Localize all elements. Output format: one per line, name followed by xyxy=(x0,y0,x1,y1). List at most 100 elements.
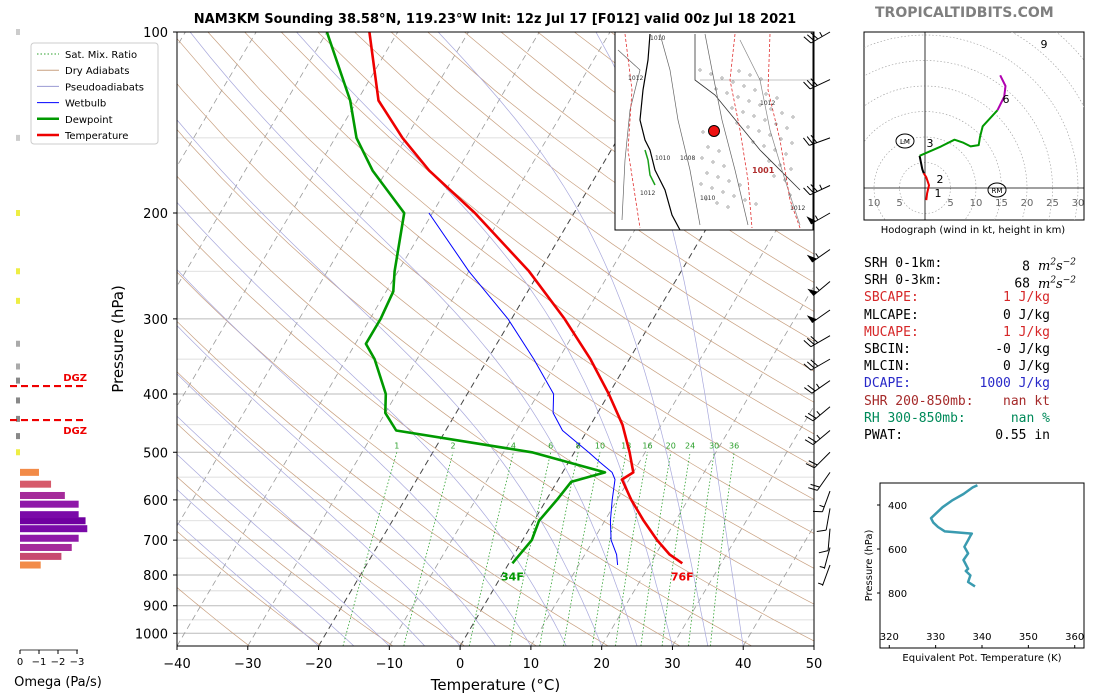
theta-e-line xyxy=(929,484,978,588)
barb-full xyxy=(810,336,819,344)
dgz-label: DGZ xyxy=(63,373,87,384)
barb-full xyxy=(808,487,818,491)
map-low-label: 1001 xyxy=(752,166,775,175)
theta-e-x-tick-label: 360 xyxy=(1065,632,1084,643)
map-terrain-mark xyxy=(741,110,745,114)
omega-panel: DGZ DGZ 0 −1 −2 −3 Omega (Pa/s) xyxy=(10,29,102,690)
barb-full xyxy=(806,338,815,346)
y-tick-label: 600 xyxy=(143,494,168,509)
mixing-ratio-label: 24 xyxy=(685,441,695,450)
wind-barb xyxy=(818,528,831,554)
y-tick-label: 500 xyxy=(143,446,168,461)
wind-barb xyxy=(806,309,831,324)
barb-half xyxy=(814,215,819,221)
map-precip xyxy=(644,149,656,186)
omega-minor-bar xyxy=(16,340,20,347)
map-state-border xyxy=(694,34,801,191)
map-terrain-mark xyxy=(775,96,779,100)
dry-adiabat xyxy=(177,320,609,646)
x-axis-label: Temperature (°C) xyxy=(430,676,560,694)
barb-flag xyxy=(807,288,818,296)
map-terrain-mark xyxy=(715,201,719,205)
mixing-ratio-line xyxy=(591,452,627,646)
barb-staff xyxy=(823,547,831,569)
hodograph-height-label: 3 xyxy=(927,137,934,150)
wind-barb xyxy=(803,78,831,90)
hodograph-ring-label: 15 xyxy=(995,198,1008,209)
dry-adiabat xyxy=(177,587,250,646)
left-mover-marker xyxy=(895,133,915,149)
barb-full xyxy=(806,79,815,88)
index-row: MLCAPE: 0 J/kg xyxy=(864,307,1090,324)
map-terrain-mark xyxy=(699,182,703,186)
index-value: 0 J/kg xyxy=(1003,359,1050,375)
dry-adiabat xyxy=(354,32,814,372)
mixing-ratio-label: 36 xyxy=(729,441,739,450)
mixing-ratio-line xyxy=(509,452,552,646)
barb-full xyxy=(810,359,819,367)
omega-bar xyxy=(20,517,86,525)
x-tick-label: −40 xyxy=(163,657,190,672)
barb-flag xyxy=(806,315,817,323)
wind-barb xyxy=(817,564,831,586)
wind-barb xyxy=(819,547,831,569)
wind-barb xyxy=(803,184,831,196)
wind-barb xyxy=(816,508,831,532)
index-value: 68 m2s−2 xyxy=(1014,275,1076,292)
index-label: SHR 200-850mb: xyxy=(864,393,974,409)
right-mover-marker xyxy=(987,182,1007,198)
map-terrain-mark xyxy=(769,107,773,111)
barb-half xyxy=(816,410,821,416)
hodograph-height-label: 6 xyxy=(1003,93,1010,106)
index-value: 0.55 in xyxy=(995,427,1050,443)
index-label: SRH 0-1km: xyxy=(864,256,943,271)
x-tick-label: 40 xyxy=(735,657,752,672)
barb-full xyxy=(803,81,811,90)
y-tick-label: 400 xyxy=(143,388,168,403)
theta-e-y-tick-label: 800 xyxy=(888,589,907,600)
index-label: SRH 0-3km: xyxy=(864,273,943,289)
hodograph-ring-label: 25 xyxy=(1046,198,1059,209)
omega-bar xyxy=(20,500,79,508)
map-terrain-mark xyxy=(768,133,772,137)
barb-full xyxy=(810,134,818,143)
map-contour-label: 1012 xyxy=(760,100,775,107)
omega-tick-label: −3 xyxy=(70,657,85,668)
index-value: 1 J/kg xyxy=(1003,290,1050,306)
barb-staff xyxy=(816,472,831,491)
x-tick-label: 0 xyxy=(456,657,464,672)
map-terrain-mark xyxy=(748,73,752,77)
map-terrain-mark xyxy=(732,194,736,198)
omega-minor-bar xyxy=(16,415,20,422)
mixing-ratio-label: 20 xyxy=(666,441,676,450)
wind-barb xyxy=(805,451,831,469)
dry-adiabat xyxy=(464,32,814,283)
surface-dewpoint-label: 34F xyxy=(501,570,524,583)
map-terrain-mark xyxy=(735,121,739,125)
map-terrain-mark xyxy=(730,106,734,110)
y-tick-label: 100 xyxy=(143,26,168,41)
barb-half xyxy=(815,253,819,258)
map-terrain-mark xyxy=(704,197,708,201)
legend: Sat. Mix. Ratio Dry Adiabats Pseudoadiabat… xyxy=(30,42,159,145)
index-row: SBCIN: -0 J/kg xyxy=(864,341,1090,358)
barb-flag xyxy=(806,254,817,263)
mixing-ratio-label: 16 xyxy=(642,441,652,450)
theta-e-y-tick-label: 400 xyxy=(888,501,907,512)
map-terrain-mark xyxy=(714,87,718,91)
dry-adiabat xyxy=(177,83,814,569)
dry-adiabat xyxy=(177,371,537,646)
map-terrain-mark xyxy=(785,126,789,130)
theta-e-panel: 400 600 800 320 330 340 350 360 Equivalent Pot. … xyxy=(864,482,1085,664)
map-terrain-mark xyxy=(788,193,792,197)
barb-full xyxy=(807,412,817,419)
hodograph: 105510152025303512369LMRMHodograph (wind… xyxy=(863,31,1085,236)
map-terrain-mark xyxy=(746,125,750,129)
wind-barbs xyxy=(803,31,831,586)
theta-e-frame xyxy=(879,482,1085,649)
index-row: SBCAPE: 1 J/kg xyxy=(864,289,1090,306)
map-terrain-mark xyxy=(720,76,724,80)
map-terrain-mark xyxy=(753,88,757,92)
omega-bar xyxy=(20,468,39,476)
